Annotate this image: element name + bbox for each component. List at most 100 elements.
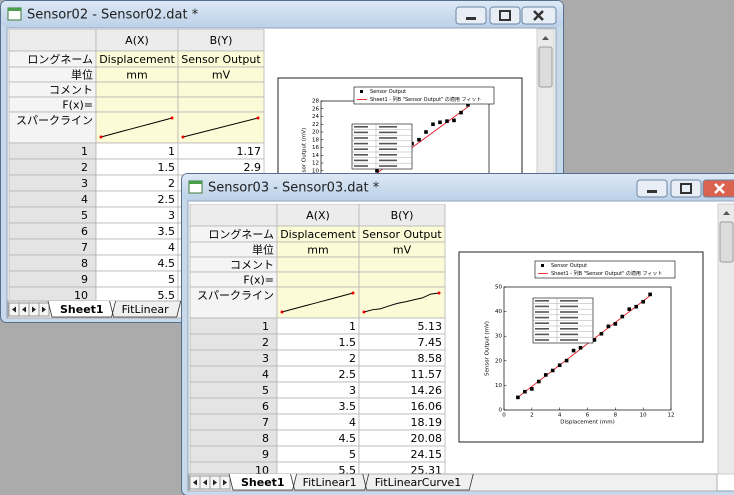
cell-value[interactable]: 4.5 [339, 432, 357, 445]
cell-value[interactable]: 1.5 [339, 336, 357, 349]
row-number[interactable]: 8 [262, 432, 269, 445]
scroll-up-arrow[interactable] [542, 36, 549, 40]
cell-value[interactable]: 7.45 [418, 336, 443, 349]
scrollbar-thumb[interactable] [538, 46, 553, 88]
sheet-tab[interactable] [47, 300, 116, 318]
row-number[interactable]: 10 [74, 289, 88, 302]
cell-value[interactable]: 2.9 [244, 161, 262, 174]
cell-value[interactable]: 1.5 [158, 161, 176, 174]
row-number[interactable]: 2 [262, 336, 269, 349]
y-tick-label: 22 [312, 122, 319, 128]
data-point [571, 348, 576, 353]
row-number[interactable]: 1 [262, 320, 269, 333]
sheet-tab[interactable] [109, 300, 182, 318]
cell-value[interactable]: 8.58 [418, 352, 443, 365]
cell-value[interactable]: 1 [168, 145, 175, 158]
row-number[interactable]: 2 [81, 161, 88, 174]
fit-table-glyph [560, 305, 578, 308]
cell-value[interactable]: 3.5 [158, 225, 176, 238]
row-number[interactable]: 9 [81, 273, 88, 286]
row-number[interactable]: 7 [81, 241, 88, 254]
sheet-tab-label[interactable]: FitLinearCurve1 [375, 476, 462, 489]
row-number[interactable]: 6 [262, 400, 269, 413]
workbook-window[interactable]: Sensor03 - Sensor03.dat * A(X) B(Y) ロングネーム D… [181, 173, 734, 495]
sparkline-start [280, 310, 284, 314]
cell-value[interactable]: 3 [168, 209, 175, 222]
row-number[interactable]: 4 [81, 193, 88, 206]
cell-value[interactable]: 11.57 [411, 368, 443, 381]
fit-table-glyph [535, 300, 549, 302]
embedded-graph[interactable]: 0 10 20 30 40 50 0 2 4 6 8 10 12 Displacement (mm) Sen… [458, 251, 704, 443]
row-number[interactable]: 5 [81, 209, 88, 222]
row-number[interactable]: 1 [81, 145, 88, 158]
cell-value[interactable]: 1.17 [237, 145, 262, 158]
cell-value[interactable]: 4.5 [158, 257, 176, 270]
maximize-button[interactable] [670, 179, 702, 198]
maximize-glyph [680, 183, 692, 194]
cell-value[interactable]: 5 [349, 448, 356, 461]
sheet-tab[interactable] [362, 473, 474, 491]
column-header-label[interactable]: B(Y) [210, 34, 233, 47]
row-label: スパークライン [197, 289, 274, 302]
row-number[interactable]: 3 [81, 177, 88, 190]
cell-value[interactable]: 14.26 [411, 384, 443, 397]
fit-table-glyph [354, 142, 368, 145]
cell-value[interactable]: 4 [349, 416, 356, 429]
cell-value[interactable]: 2 [168, 177, 175, 190]
sheet-tab-label[interactable]: Sheet1 [60, 303, 104, 316]
fit-table-glyph [354, 137, 368, 139]
column-header-label[interactable]: B(Y) [391, 209, 414, 222]
data-point [516, 395, 520, 400]
sheet-tab[interactable] [228, 473, 297, 491]
cell-value[interactable]: 25.31 [411, 464, 443, 477]
cell-value[interactable]: 20.08 [411, 432, 443, 445]
row-number[interactable]: 8 [81, 257, 88, 270]
cell-value[interactable]: 3 [349, 384, 356, 397]
data-point [543, 373, 548, 377]
cell-value[interactable]: 16.06 [411, 400, 443, 413]
column-header-label[interactable]: A(X) [306, 209, 330, 222]
row-number[interactable]: 6 [81, 225, 88, 238]
cell-value[interactable]: 24.15 [411, 448, 443, 461]
sheet-tab-label[interactable]: FitLinear [122, 303, 170, 316]
y-axis-label: Sensor Output (mV) [302, 128, 308, 183]
cell-value[interactable]: 4 [168, 241, 175, 254]
y-tick-label: 14 [312, 153, 319, 159]
fit-table-glyph [535, 305, 549, 308]
fit-table-glyph [560, 300, 578, 302]
fit-table-glyph [354, 154, 368, 156]
cell-value[interactable]: 1 [349, 320, 356, 333]
vertical-scrollbar[interactable] [717, 203, 734, 475]
row-number[interactable]: 10 [255, 464, 269, 477]
sparkline-end [170, 116, 174, 120]
data-cell [95, 174, 179, 192]
cell-value[interactable]: 2.5 [339, 368, 357, 381]
sheet-tab-label[interactable]: Sheet1 [241, 476, 285, 489]
row-number[interactable]: 4 [262, 368, 269, 381]
data-point [564, 358, 569, 363]
cell-value[interactable]: 5.5 [339, 464, 357, 477]
minimize-button[interactable] [455, 6, 487, 25]
cell-value[interactable]: 5 [168, 273, 175, 286]
scrollbar-thumb[interactable] [719, 221, 734, 263]
fit-table-glyph [379, 154, 397, 156]
cell-value[interactable]: 18.19 [411, 416, 443, 429]
minimize-button[interactable] [636, 179, 668, 198]
cell-value[interactable]: 5.13 [418, 320, 443, 333]
cell-value[interactable]: 2.5 [158, 193, 176, 206]
row-number[interactable]: 9 [262, 448, 269, 461]
column-header-label[interactable]: A(X) [125, 34, 149, 47]
label-data-cell [95, 96, 179, 113]
row-number[interactable]: 7 [262, 416, 269, 429]
cell-value[interactable]: 2 [349, 352, 356, 365]
sheet-tab[interactable] [290, 473, 370, 491]
cell-value[interactable]: 5.5 [158, 289, 176, 302]
sheet-tab-label[interactable]: FitLinear1 [303, 476, 357, 489]
maximize-button[interactable] [489, 6, 521, 25]
scroll-up-arrow[interactable] [723, 211, 730, 215]
row-number[interactable]: 5 [262, 384, 269, 397]
cell-value[interactable]: 3.5 [339, 400, 357, 413]
row-number[interactable]: 3 [262, 352, 269, 365]
label-data-cell [358, 271, 446, 288]
data-cell [276, 381, 360, 399]
